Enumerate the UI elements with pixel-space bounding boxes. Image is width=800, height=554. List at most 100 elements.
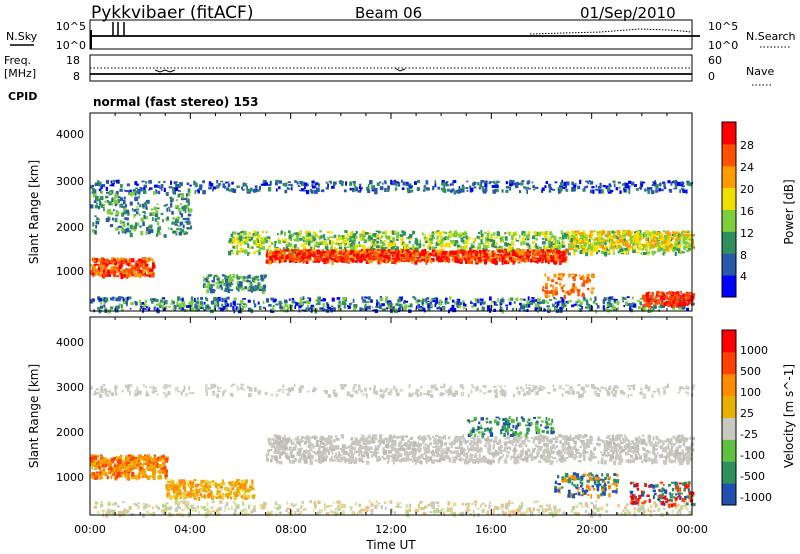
power-echo	[394, 187, 398, 191]
power-echo	[438, 260, 441, 262]
velocity-echo	[640, 387, 643, 391]
power-echo	[310, 249, 314, 252]
power-echo	[338, 254, 342, 257]
velocity-echo	[111, 392, 114, 397]
power-echo	[316, 187, 320, 192]
power-echo	[143, 271, 146, 276]
power-echo	[349, 302, 352, 306]
power-ytick-3000: 3000	[56, 175, 84, 188]
power-echo	[443, 306, 446, 310]
power-echo	[458, 186, 461, 188]
power-echo	[419, 300, 424, 303]
power-echo	[666, 291, 671, 295]
power-echo	[245, 237, 249, 242]
power-echo	[670, 181, 673, 186]
power-echo	[345, 242, 348, 245]
power-echo	[105, 261, 109, 267]
power-echo	[523, 259, 526, 263]
power-echo	[114, 193, 117, 198]
power-echo	[248, 231, 251, 234]
power-colorbar-swatch	[722, 165, 736, 189]
power-echo	[672, 244, 675, 249]
power-echo	[118, 265, 122, 270]
power-echo	[691, 294, 695, 300]
power-echo	[434, 250, 438, 255]
power-echo	[451, 181, 454, 186]
velocity-echo	[385, 388, 389, 390]
power-echo	[126, 261, 130, 266]
power-echo	[619, 236, 622, 239]
power-echo	[649, 231, 652, 236]
power-echo	[565, 249, 570, 253]
power-echo	[317, 301, 321, 306]
power-echo	[490, 181, 494, 183]
power-echo	[500, 306, 503, 309]
power-echo	[553, 236, 557, 241]
power-echo	[208, 287, 212, 291]
power-echo	[372, 245, 375, 250]
power-echo	[135, 222, 137, 226]
velocity-echo	[100, 385, 104, 391]
noise-search-line	[529, 28, 693, 35]
power-echo	[442, 257, 446, 262]
power-echo	[483, 181, 488, 184]
power-echo	[105, 218, 110, 223]
power-echo	[146, 274, 150, 277]
power-echo	[646, 302, 650, 305]
power-echo	[347, 260, 352, 262]
power-echo	[242, 298, 246, 300]
power-echo	[320, 235, 323, 239]
power-echo	[446, 181, 449, 183]
power-echo	[132, 269, 136, 274]
power-echo	[472, 256, 475, 260]
power-echo	[393, 242, 396, 247]
power-echo	[675, 185, 678, 189]
power-echo	[162, 219, 164, 223]
power-echo	[312, 260, 316, 263]
power-echo	[568, 273, 571, 278]
power-echo	[476, 307, 479, 311]
power-echo	[374, 249, 378, 252]
power-echo	[266, 236, 271, 239]
power-echo	[247, 235, 249, 238]
velocity-echo	[153, 389, 158, 393]
velocity-echo	[600, 386, 604, 389]
power-echo	[406, 236, 409, 239]
power-echo	[259, 241, 263, 244]
power-echo	[213, 274, 218, 277]
power-echo	[381, 243, 384, 247]
power-echo	[383, 242, 386, 246]
power-echo	[481, 255, 485, 258]
power-echo	[104, 266, 108, 269]
power-echo	[303, 241, 307, 245]
power-echo	[188, 210, 191, 213]
power-echo	[499, 309, 503, 312]
power-echo	[172, 186, 176, 191]
power-echo	[435, 300, 438, 304]
power-echo	[454, 243, 459, 246]
power-echo	[464, 240, 468, 242]
power-echo	[545, 286, 548, 290]
power-echo	[182, 224, 185, 229]
power-echo	[344, 297, 347, 301]
power-echo	[391, 254, 394, 257]
power-echo	[682, 246, 686, 249]
power-echo	[564, 259, 567, 263]
power-cbar-tick-24: 24	[740, 161, 754, 174]
power-echo	[350, 253, 352, 255]
power-echo	[578, 233, 582, 236]
power-echo	[500, 239, 504, 242]
freq-right-tick-bottom: 0	[708, 70, 715, 83]
power-echo	[460, 257, 463, 259]
power-echo	[235, 286, 239, 290]
power-echo	[395, 303, 399, 306]
power-echo	[374, 190, 378, 195]
velocity-echo	[167, 391, 171, 396]
power-echo	[356, 256, 359, 261]
power-echo	[277, 237, 280, 241]
power-echo	[579, 244, 582, 249]
power-echo	[341, 257, 345, 260]
power-echo	[265, 260, 269, 264]
power-echo	[202, 180, 205, 184]
power-echo	[579, 235, 584, 238]
